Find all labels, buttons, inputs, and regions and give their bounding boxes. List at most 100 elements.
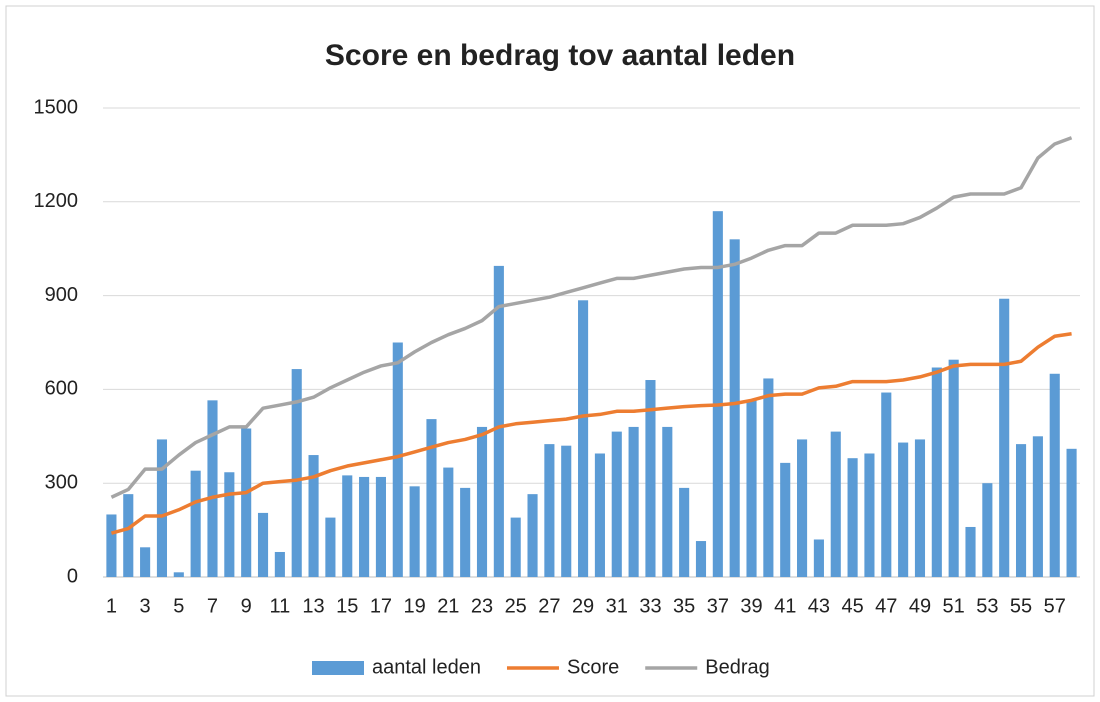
bar: [611, 431, 622, 577]
x-tick-label: 41: [774, 595, 796, 617]
bar: [173, 572, 184, 577]
x-tick-label: 37: [707, 595, 729, 617]
bar: [982, 483, 993, 577]
bar: [561, 445, 572, 577]
y-tick-label: 1500: [34, 96, 79, 118]
bar: [274, 551, 285, 577]
bar: [847, 458, 858, 577]
x-tick-label: 57: [1044, 595, 1066, 617]
x-tick-label: 3: [140, 595, 151, 617]
bar: [813, 539, 824, 577]
bar: [241, 428, 252, 577]
x-tick-label: 53: [976, 595, 998, 617]
x-tick-label: 19: [404, 595, 426, 617]
x-tick-label: 23: [471, 595, 493, 617]
bar: [493, 265, 504, 577]
x-tick-label: 17: [370, 595, 392, 617]
chart-border: [5, 5, 1095, 697]
y-tick-label: 0: [67, 565, 78, 587]
bar: [342, 475, 353, 577]
bar: [679, 487, 690, 577]
x-tick-label: 35: [673, 595, 695, 617]
bar: [257, 512, 269, 577]
bar: [392, 342, 403, 577]
bar: [830, 431, 841, 577]
x-tick-label: 11: [269, 595, 290, 617]
bar: [460, 487, 471, 577]
bar: [695, 541, 707, 577]
bar: [443, 467, 454, 577]
bar: [780, 462, 791, 577]
bar: [1049, 373, 1060, 577]
line: [110, 332, 1072, 535]
y-tick-label: 900: [45, 284, 78, 306]
bar: [999, 298, 1010, 577]
x-tick-label: 39: [740, 595, 762, 617]
bar: [712, 211, 723, 577]
x-tick-label: 33: [639, 595, 661, 617]
legend-swatch: [312, 661, 364, 675]
x-tick-label: 1: [106, 595, 117, 617]
x-tick-label: 43: [808, 595, 830, 617]
x-tick-label: 29: [572, 595, 594, 617]
bar: [106, 514, 117, 577]
y-tick-label: 300: [45, 471, 78, 493]
bar: [898, 442, 909, 577]
bar: [578, 300, 589, 577]
bar: [190, 470, 201, 577]
bar: [948, 359, 959, 577]
line: [110, 136, 1073, 499]
bar: [797, 439, 808, 577]
x-tick-label: 21: [437, 595, 459, 617]
x-tick-label: 15: [336, 595, 358, 617]
x-tick-label: 5: [173, 595, 184, 617]
legend-label: aantal leden: [372, 656, 481, 678]
x-tick-label: 49: [909, 595, 931, 617]
bar: [140, 547, 151, 577]
bar: [123, 494, 134, 577]
bar: [729, 239, 740, 577]
bar: [628, 426, 639, 577]
x-tick-label: 47: [875, 595, 897, 617]
legend-label: Score: [567, 656, 619, 678]
x-tick-label: 55: [1010, 595, 1032, 617]
bar: [645, 380, 656, 577]
bar: [763, 378, 774, 577]
bar: [1066, 448, 1077, 577]
bar: [291, 369, 302, 577]
bar: [594, 453, 605, 577]
bar: [207, 400, 218, 577]
x-tick-label: 7: [207, 595, 218, 617]
bar: [1032, 436, 1043, 577]
bar: [527, 494, 538, 577]
bar: [931, 367, 942, 577]
bar: [224, 472, 235, 577]
bar: [510, 517, 521, 577]
x-tick-label: 51: [943, 595, 965, 617]
bar: [662, 426, 673, 577]
bar: [746, 400, 757, 577]
bar: [375, 476, 386, 577]
bar: [409, 486, 420, 577]
x-tick-label: 13: [302, 595, 324, 617]
bar: [965, 526, 976, 577]
x-tick-label: 27: [538, 595, 560, 617]
y-tick-label: 1200: [34, 190, 79, 212]
bar: [544, 444, 555, 577]
bar: [476, 426, 488, 577]
bar: [914, 439, 926, 577]
bar: [1015, 444, 1027, 577]
bar: [325, 517, 336, 577]
x-tick-label: 9: [241, 595, 252, 617]
y-tick-label: 600: [45, 378, 78, 400]
bar: [359, 476, 370, 577]
legend-label: Bedrag: [705, 656, 770, 678]
bar: [426, 419, 437, 577]
chart-title: Score en bedrag tov aantal leden: [325, 39, 795, 72]
bar: [881, 392, 892, 577]
x-tick-label: 31: [606, 595, 628, 617]
bar: [308, 455, 319, 577]
bar: [864, 453, 875, 577]
